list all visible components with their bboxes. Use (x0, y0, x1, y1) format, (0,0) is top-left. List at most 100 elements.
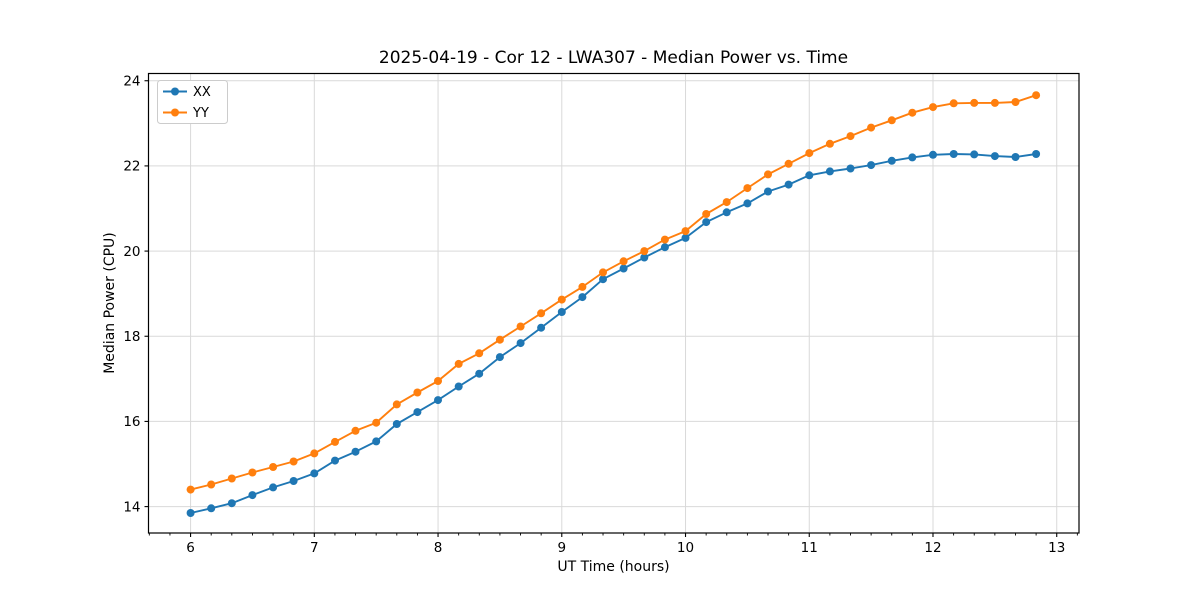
data-point (908, 153, 917, 162)
x-tick-label: 9 (557, 540, 566, 556)
data-point (331, 456, 339, 465)
data-point (392, 420, 401, 428)
plot-border (147, 72, 1080, 534)
data-point (681, 227, 690, 236)
data-point (372, 437, 381, 446)
data-point (289, 457, 298, 466)
y-tick-label: 20 (123, 244, 140, 260)
y-tick-label: 24 (123, 74, 140, 90)
legend-label-XX: XX (193, 85, 211, 100)
data-point (331, 437, 339, 446)
data-point (640, 253, 649, 262)
data-point (1011, 98, 1020, 106)
x-tick-label: 8 (434, 540, 443, 556)
data-point (578, 282, 587, 291)
data-point (660, 235, 669, 244)
data-point (207, 504, 216, 513)
y-tick-label: 18 (123, 329, 140, 345)
data-point (454, 359, 463, 368)
data-point (599, 275, 607, 284)
legend-marker-XX (171, 87, 179, 96)
data-point (413, 408, 422, 417)
data-point (619, 257, 628, 266)
data-point (1032, 91, 1041, 100)
data-point (1011, 153, 1020, 161)
data-point (681, 233, 690, 242)
data-point (990, 98, 999, 107)
x-tick-label: 12 (924, 540, 941, 556)
data-point (186, 485, 195, 494)
data-point (269, 483, 278, 492)
series-YY-line (190, 94, 1037, 491)
data-point (516, 339, 525, 348)
data-point (805, 171, 814, 180)
x-tick-label: 13 (1048, 540, 1065, 556)
data-point (908, 108, 917, 117)
data-point (207, 480, 216, 489)
data-point (846, 164, 855, 173)
data-point (248, 491, 257, 500)
data-point (764, 170, 772, 179)
y-tick-label: 16 (123, 414, 140, 430)
data-point (929, 150, 937, 159)
data-point (434, 396, 442, 405)
data-point (434, 377, 442, 385)
x-tick-label: 11 (801, 540, 818, 556)
data-point (660, 243, 669, 252)
y-tick-label: 22 (123, 159, 140, 175)
legend: XX YY (157, 80, 228, 124)
data-point (475, 349, 484, 358)
data-point (784, 180, 793, 189)
data-point (825, 167, 834, 176)
data-point (867, 123, 876, 132)
data-point (764, 187, 772, 196)
data-point (805, 149, 814, 158)
data-point (351, 447, 360, 456)
x-tick-label: 10 (677, 540, 694, 556)
data-point (310, 449, 319, 458)
x-tick-label: 7 (310, 540, 319, 556)
data-point (990, 152, 999, 161)
data-point (867, 161, 876, 170)
data-point (372, 418, 381, 427)
data-point (351, 426, 360, 435)
x-axis-label: UT Time (hours) (557, 559, 670, 575)
data-point (475, 369, 484, 378)
data-point (1032, 150, 1041, 158)
data-point (722, 198, 731, 207)
data-point (702, 218, 711, 227)
data-point (537, 309, 546, 318)
y-tick-label: 14 (123, 499, 140, 515)
legend-marker-YY (171, 108, 179, 117)
data-point (702, 210, 711, 218)
data-point (495, 353, 504, 362)
data-point (495, 335, 504, 344)
legend-label-YY: YY (192, 106, 209, 121)
x-tick-label: 6 (186, 540, 195, 556)
data-point (578, 293, 587, 302)
data-point (887, 116, 896, 125)
data-point (557, 295, 566, 304)
data-point (227, 499, 236, 508)
data-point (743, 199, 752, 208)
data-point (289, 477, 298, 485)
data-point (949, 150, 958, 158)
data-point (929, 103, 937, 112)
data-point (227, 474, 236, 483)
data-point (248, 468, 257, 477)
data-point (310, 469, 319, 478)
series-XX-markers (186, 150, 1041, 517)
data-point (619, 264, 628, 273)
data-point (640, 247, 649, 256)
series-XX-line (190, 153, 1037, 514)
data-point (599, 268, 607, 277)
data-point (413, 388, 422, 397)
data-point (537, 323, 546, 332)
series-YY-markers (186, 91, 1041, 494)
data-point (516, 322, 525, 331)
data-point (743, 184, 752, 193)
data-point (825, 139, 834, 148)
data-point (454, 382, 463, 391)
